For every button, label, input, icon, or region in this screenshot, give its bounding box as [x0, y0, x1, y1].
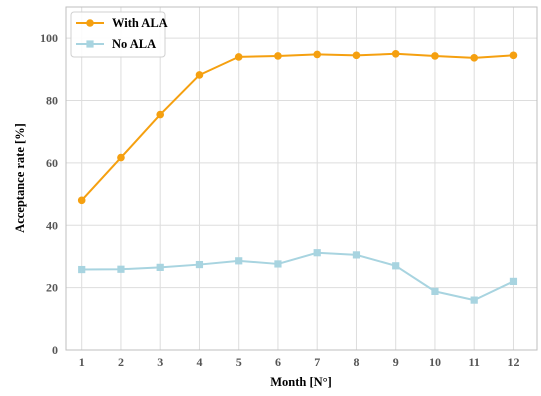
- x-tick-label: 4: [196, 355, 202, 369]
- x-tick-label: 7: [314, 355, 320, 369]
- legend-label: No ALA: [112, 37, 156, 51]
- data-point: [509, 51, 518, 60]
- legend-marker: [86, 19, 94, 27]
- data-point: [274, 260, 282, 268]
- data-point: [156, 110, 164, 119]
- y-tick-label: 0: [52, 343, 58, 357]
- y-tick-label: 100: [40, 31, 58, 45]
- data-point: [470, 296, 478, 304]
- data-point: [77, 196, 86, 205]
- x-tick-label: 2: [118, 355, 124, 369]
- x-tick-label: 6: [275, 355, 281, 369]
- x-tick-label: 12: [507, 355, 519, 369]
- data-point: [352, 251, 361, 259]
- data-point: [391, 49, 400, 58]
- plot-frame: [65, 6, 538, 351]
- series-line: [81, 251, 514, 302]
- data-point: [195, 71, 204, 79]
- y-tick-label: 40: [46, 218, 58, 232]
- data-point: [313, 249, 321, 257]
- y-tick-label: 80: [46, 94, 58, 108]
- data-point: [78, 265, 86, 274]
- x-tick-label: 8: [353, 355, 359, 369]
- legend-label: With ALA: [112, 16, 168, 30]
- data-point: [392, 262, 400, 270]
- x-tick-label: 11: [469, 355, 480, 369]
- data-point: [274, 52, 282, 60]
- series-layer: [77, 49, 518, 304]
- legend-entry: With ALA: [76, 16, 168, 30]
- x-axis-label: Month [N°]: [270, 375, 332, 389]
- legend-entry: No ALA: [76, 37, 156, 51]
- x-tick-label: 5: [236, 355, 242, 369]
- legend-entries: With ALA No ALA: [76, 16, 168, 51]
- x-tick-label: 1: [79, 355, 85, 369]
- data-point: [156, 263, 164, 271]
- data-point: [470, 54, 479, 62]
- data-point: [234, 53, 243, 61]
- data-point: [313, 50, 322, 59]
- y-tick-label: 60: [46, 156, 58, 170]
- x-tick-label: 3: [157, 355, 163, 369]
- data-point: [117, 265, 125, 273]
- legend: With ALA No ALA: [70, 11, 168, 58]
- data-point: [431, 287, 439, 295]
- data-point: [352, 51, 361, 60]
- series-line: [80, 52, 514, 202]
- data-point: [431, 52, 439, 60]
- y-axis-label: Acceptance rate [%]: [13, 123, 27, 233]
- x-tick-label: 10: [429, 355, 441, 369]
- series-no-ala: [78, 249, 518, 304]
- legend-marker: [86, 40, 94, 48]
- y-tick-label: 20: [46, 281, 58, 295]
- data-point: [235, 257, 243, 265]
- data-point: [195, 260, 204, 269]
- x-tick-label: 9: [393, 355, 399, 369]
- data-point: [117, 153, 125, 162]
- series-with-ala: [77, 49, 518, 205]
- data-point: [509, 277, 518, 285]
